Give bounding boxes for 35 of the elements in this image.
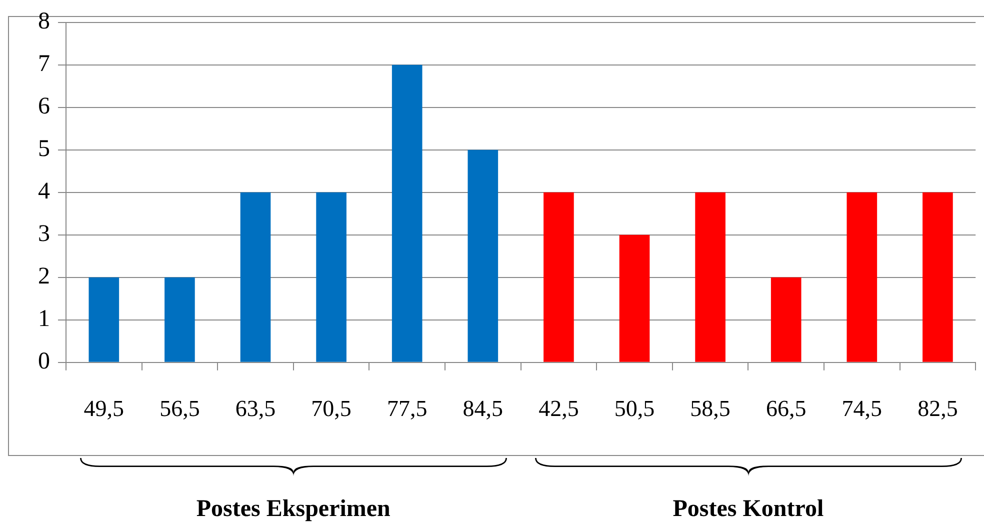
bar — [316, 192, 346, 362]
bar — [619, 234, 650, 362]
x-tick-label: 77,5 — [386, 396, 428, 422]
bar — [240, 192, 271, 362]
y-tick-label: 2 — [38, 264, 50, 290]
x-tick-label: 70,5 — [311, 396, 352, 422]
bar — [392, 64, 422, 362]
x-tick-label: 66,5 — [766, 396, 806, 422]
y-tick-label: 8 — [38, 8, 50, 35]
y-tick-label: 3 — [38, 221, 50, 248]
x-tick-label: 58,5 — [690, 396, 730, 422]
bar — [922, 192, 953, 362]
x-tick-label: 84,5 — [462, 396, 504, 422]
bar — [88, 277, 120, 362]
y-tick-label: 5 — [38, 136, 50, 162]
bar — [544, 192, 574, 362]
y-tick-label: 4 — [38, 178, 50, 205]
y-tick-label: 6 — [38, 94, 50, 120]
bar — [468, 150, 498, 362]
x-tick-label: 50,5 — [614, 396, 655, 422]
y-tick-label: 1 — [38, 306, 50, 332]
bar — [695, 192, 726, 362]
text: Postes Eksperimen — [196, 496, 390, 523]
text: Postes Kontrol — [672, 496, 824, 523]
x-tick-label: 42,5 — [538, 396, 579, 422]
x-tick-label: 82,5 — [918, 396, 958, 422]
x-tick-label: 49,5 — [84, 396, 124, 422]
y-tick-label: 7 — [38, 51, 50, 78]
x-tick-label: 63,5 — [235, 396, 276, 422]
x-tick-label: 74,5 — [842, 396, 882, 422]
bar — [770, 277, 802, 362]
y-tick-label: 0 — [38, 348, 50, 375]
bar — [846, 192, 878, 362]
x-tick-label: 56,5 — [160, 396, 200, 422]
bar — [164, 277, 195, 362]
